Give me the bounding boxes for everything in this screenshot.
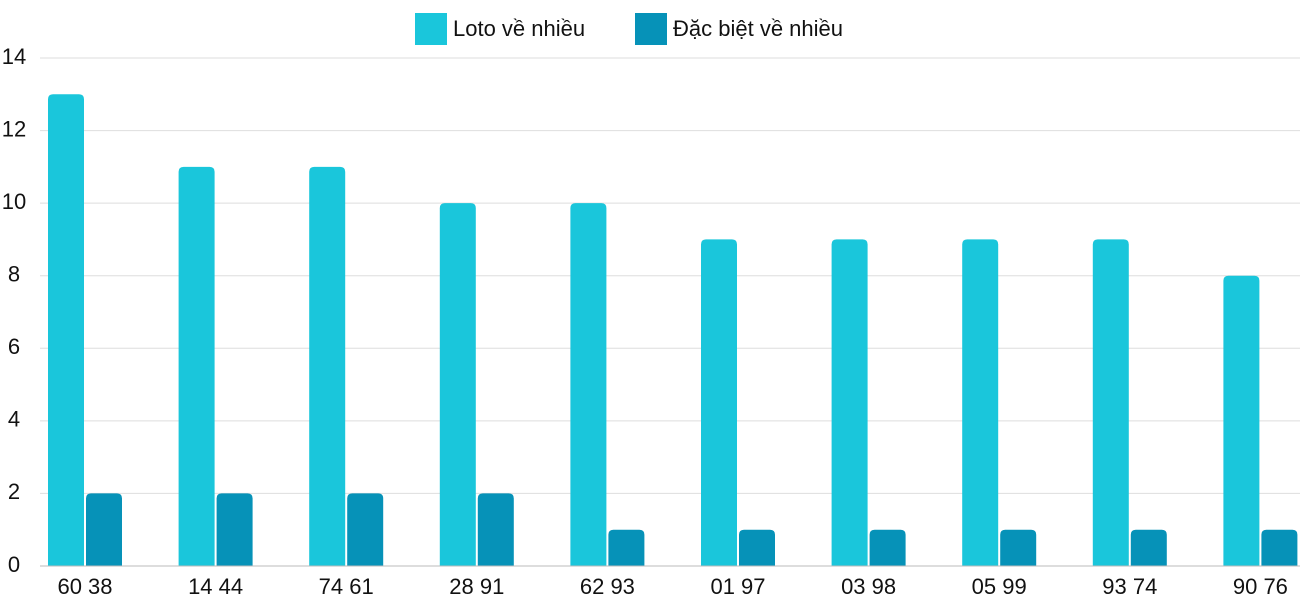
bar bbox=[309, 166, 346, 566]
x-tick-label: 28 91 bbox=[449, 574, 504, 599]
bar bbox=[477, 493, 514, 566]
x-tick-label: 05 99 bbox=[972, 574, 1027, 599]
bar bbox=[701, 239, 737, 566]
y-tick-label: 0 bbox=[8, 552, 20, 577]
bar bbox=[86, 493, 122, 566]
legend-swatch bbox=[415, 13, 447, 45]
y-tick-label: 8 bbox=[8, 262, 20, 287]
y-tick-label: 12 bbox=[2, 116, 26, 141]
x-tick-label: 14 44 bbox=[188, 574, 243, 599]
y-tick-label: 4 bbox=[8, 407, 20, 432]
x-tick-label: 74 61 bbox=[319, 574, 374, 599]
bar bbox=[1261, 529, 1298, 566]
y-tick-label: 14 bbox=[2, 44, 26, 69]
x-tick-label: 93 74 bbox=[1102, 574, 1157, 599]
bar bbox=[739, 529, 775, 566]
x-tick-label: 01 97 bbox=[710, 574, 765, 599]
legend-label: Đặc biệt về nhiều bbox=[673, 16, 843, 41]
bar bbox=[216, 493, 253, 566]
bar bbox=[869, 529, 906, 566]
bar bbox=[570, 203, 607, 566]
bar bbox=[962, 239, 999, 566]
x-tick-label: 90 76 bbox=[1233, 574, 1288, 599]
x-tick-label: 60 38 bbox=[57, 574, 112, 599]
bar bbox=[1223, 275, 1260, 566]
bar bbox=[608, 529, 645, 566]
x-tick-label: 03 98 bbox=[841, 574, 896, 599]
y-tick-label: 2 bbox=[8, 479, 20, 504]
y-tick-label: 10 bbox=[2, 189, 26, 214]
bar bbox=[1000, 529, 1037, 566]
legend-swatch bbox=[635, 13, 667, 45]
x-tick-label: 62 93 bbox=[580, 574, 635, 599]
bar bbox=[347, 493, 384, 566]
y-tick-label: 6 bbox=[8, 334, 20, 359]
bar bbox=[831, 239, 868, 566]
legend-label: Loto về nhiều bbox=[453, 16, 585, 41]
bar bbox=[48, 94, 84, 567]
bar bbox=[1130, 529, 1167, 566]
bar bbox=[439, 203, 476, 566]
bar bbox=[1092, 239, 1129, 566]
bar bbox=[178, 166, 215, 566]
